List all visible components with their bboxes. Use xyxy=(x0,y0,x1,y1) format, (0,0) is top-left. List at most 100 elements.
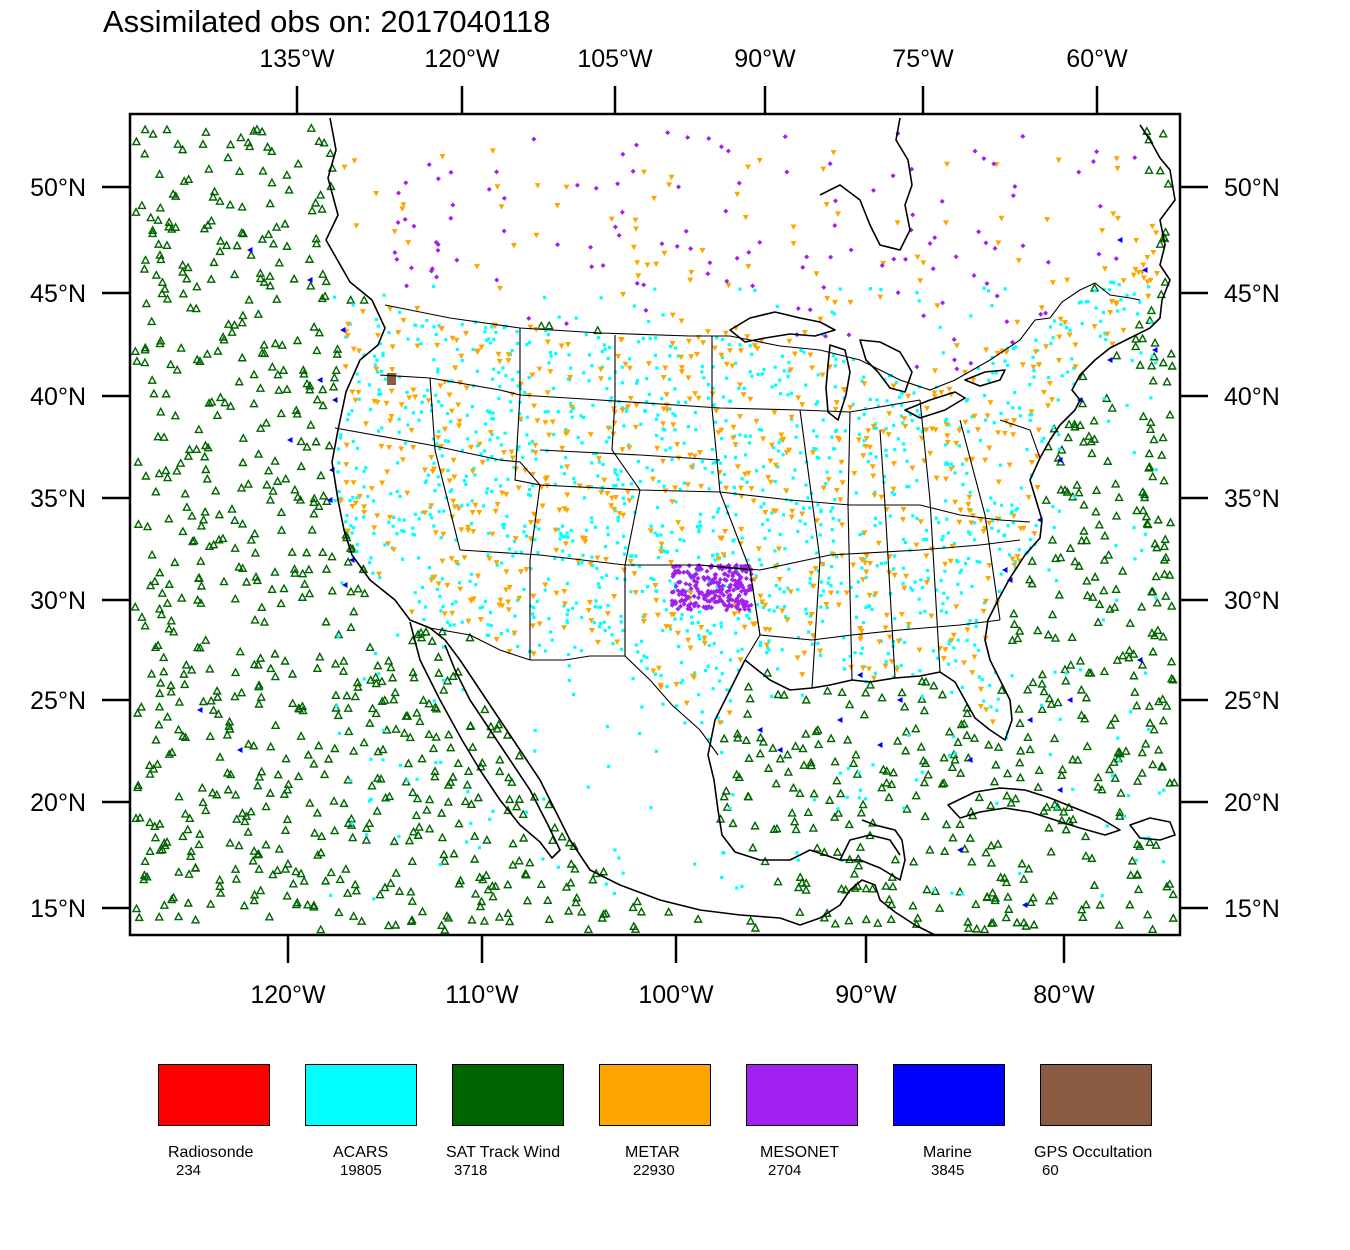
observation-point xyxy=(744,434,748,438)
observation-point xyxy=(801,650,808,657)
observation-point xyxy=(693,671,697,675)
observation-point xyxy=(294,703,304,712)
observation-point xyxy=(441,645,446,649)
observation-point xyxy=(183,174,194,183)
observation-point xyxy=(721,337,725,342)
observation-point xyxy=(1016,558,1023,564)
observation-point xyxy=(312,808,323,817)
observation-point xyxy=(963,457,970,464)
observation-point xyxy=(296,731,306,740)
observation-point xyxy=(748,610,752,614)
observation-point xyxy=(151,486,161,496)
observation-point xyxy=(908,900,918,910)
observation-point xyxy=(823,333,829,339)
observation-point xyxy=(969,733,980,742)
observation-point xyxy=(711,386,715,390)
observation-point xyxy=(673,583,679,589)
observation-point xyxy=(982,699,986,703)
observation-point xyxy=(743,681,754,691)
observation-point xyxy=(585,528,589,532)
observation-point xyxy=(442,678,446,683)
observation-point xyxy=(395,489,399,494)
observation-point xyxy=(1165,517,1176,527)
observation-point xyxy=(494,277,500,283)
observation-point xyxy=(594,555,601,562)
observation-point xyxy=(207,396,217,406)
observation-point xyxy=(543,588,547,592)
observation-point xyxy=(923,769,933,779)
observation-point xyxy=(1070,556,1080,566)
observation-point xyxy=(1108,299,1115,305)
observation-point xyxy=(756,157,763,164)
observation-point xyxy=(1135,269,1142,276)
observation-point xyxy=(891,256,897,262)
observation-point xyxy=(660,375,667,381)
observation-point xyxy=(1011,521,1015,525)
observation-point xyxy=(740,392,747,398)
observation-point xyxy=(644,262,651,268)
observation-point xyxy=(791,476,795,480)
observation-point xyxy=(730,424,737,431)
observation-point xyxy=(998,215,1005,222)
observation-point xyxy=(166,359,176,369)
observation-point xyxy=(659,533,663,537)
gulf-coastline xyxy=(707,659,906,881)
observation-point xyxy=(640,618,647,625)
observation-point xyxy=(383,543,387,547)
observation-point xyxy=(587,561,594,568)
observation-point xyxy=(208,192,218,201)
observation-point xyxy=(744,753,754,762)
observation-point xyxy=(404,405,408,410)
observation-point xyxy=(406,395,413,401)
observation-point xyxy=(862,439,866,443)
observation-point xyxy=(868,287,872,291)
observation-point xyxy=(441,611,448,617)
observation-point xyxy=(359,295,369,304)
observation-point xyxy=(446,478,453,484)
observation-point xyxy=(469,468,476,475)
observation-point xyxy=(661,250,668,257)
observation-point xyxy=(1023,732,1033,742)
observation-point xyxy=(835,211,842,217)
observation-point xyxy=(276,598,286,608)
left-latitude-label: 45°N xyxy=(30,280,86,308)
observation-point xyxy=(796,636,800,640)
observation-point xyxy=(664,407,671,413)
observation-point xyxy=(569,401,573,405)
observation-point xyxy=(686,396,693,403)
observation-point xyxy=(267,584,277,593)
observation-point xyxy=(645,361,652,367)
observation-point xyxy=(588,618,595,624)
observation-point xyxy=(323,754,334,763)
observation-point xyxy=(162,124,172,134)
observation-point xyxy=(527,375,531,380)
observation-point xyxy=(1134,319,1145,329)
observation-point xyxy=(203,220,213,229)
observation-point xyxy=(489,531,496,538)
observation-point xyxy=(1069,419,1080,428)
observation-point xyxy=(707,487,711,491)
observation-point xyxy=(816,503,820,507)
observation-point xyxy=(636,459,640,464)
observation-point xyxy=(664,608,668,612)
observation-point xyxy=(713,572,719,578)
observation-point xyxy=(908,413,912,417)
observation-point xyxy=(434,393,438,397)
observation-point xyxy=(131,903,142,913)
observation-point xyxy=(523,524,527,528)
legend-item: Marine 3845 xyxy=(893,1064,1005,1184)
observation-point xyxy=(561,601,568,607)
observation-point xyxy=(611,593,618,600)
observation-point xyxy=(1142,909,1153,919)
observation-point xyxy=(832,406,839,413)
observation-point xyxy=(1010,432,1017,438)
observation-point xyxy=(460,322,464,327)
observation-point xyxy=(674,500,678,504)
observation-point xyxy=(692,391,699,397)
observation-point xyxy=(1015,258,1022,264)
observation-point xyxy=(287,698,298,708)
observation-point xyxy=(576,562,581,566)
observation-point xyxy=(1047,568,1051,572)
observation-point xyxy=(372,531,376,536)
observation-point xyxy=(743,575,749,581)
